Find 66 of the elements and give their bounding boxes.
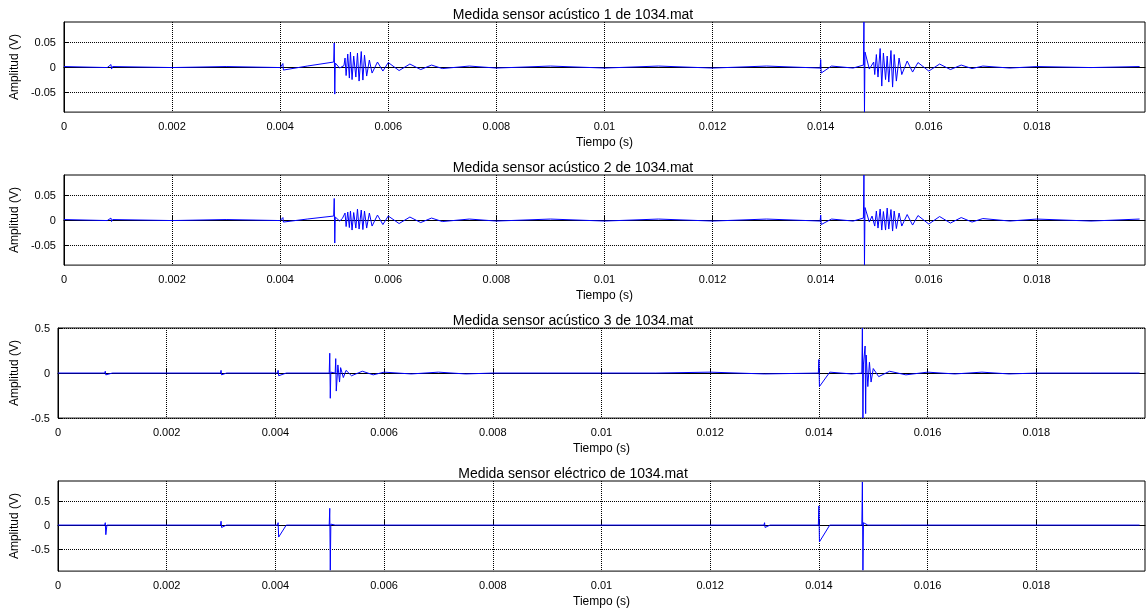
x-tick-label: 0.004 xyxy=(261,578,290,591)
x-tick-label: 0 xyxy=(60,119,68,132)
x-tick-label: 0.014 xyxy=(806,119,835,132)
x-tick-label: 0.018 xyxy=(1023,272,1051,285)
x-tick-label: 0.006 xyxy=(374,119,403,132)
x-tick-label: 0.002 xyxy=(152,578,181,591)
x-tick-label: 0.002 xyxy=(152,425,181,438)
x-tick-label: 0.014 xyxy=(806,272,835,285)
line-series xyxy=(63,174,1141,266)
x-tick-label: 0.01 xyxy=(593,119,616,132)
x-tick-label: 0.01 xyxy=(590,425,613,438)
x-tick-label: 0.002 xyxy=(158,119,186,132)
x-tick-label: 0.01 xyxy=(593,272,616,285)
x-tick-label: 0.01 xyxy=(590,578,613,591)
chart-title: Medida sensor acústico 3 de 1034.mat xyxy=(452,312,694,328)
y-tick-label: 0 xyxy=(49,61,56,74)
x-axis-title: Tiempo (s) xyxy=(576,135,633,149)
x-tick-label: 0.014 xyxy=(805,578,833,591)
x-axis-title: Tiempo (s) xyxy=(573,441,630,455)
y-tick-label: 0.5 xyxy=(34,495,50,508)
x-tick-label: 0.018 xyxy=(1022,578,1051,591)
x-tick-label: 0.012 xyxy=(698,272,727,285)
line-series xyxy=(63,21,1141,113)
y-axis-title: Amplitud (V) xyxy=(7,493,22,560)
y-tick-label: -0.05 xyxy=(30,86,56,99)
x-tick-label: 0.012 xyxy=(696,425,724,438)
x-tick-label: 0.008 xyxy=(482,272,511,285)
x-tick-label: 0.006 xyxy=(374,272,403,285)
x-tick-label: 0.004 xyxy=(261,425,290,438)
y-tick-label: -0.5 xyxy=(31,543,50,556)
x-tick-label: 0.004 xyxy=(266,119,294,132)
chart-title: Medida sensor acústico 1 de 1034.mat xyxy=(452,6,694,22)
y-tick-label: 0 xyxy=(49,214,56,227)
x-tick-label: 0.016 xyxy=(913,578,942,591)
y-tick-label: 0 xyxy=(43,519,50,532)
x-tick-label: 0.016 xyxy=(915,119,943,132)
line-series xyxy=(57,481,1141,571)
x-tick-label: 0.014 xyxy=(805,425,833,438)
x-tick-label: 0.018 xyxy=(1023,119,1051,132)
y-tick-label: -0.05 xyxy=(30,239,56,252)
y-axis-title: Amplitud (V) xyxy=(7,340,22,407)
x-tick-label: 0.008 xyxy=(479,578,507,591)
y-axis-title: Amplitud (V) xyxy=(7,187,21,254)
line-series xyxy=(57,327,1141,419)
y-tick-label: 0.05 xyxy=(34,189,56,202)
x-tick-label: 0.006 xyxy=(370,425,398,438)
y-tick-label: 0 xyxy=(43,367,50,380)
x-tick-label: 0.006 xyxy=(370,578,398,591)
x-tick-label: 0.012 xyxy=(698,119,727,132)
x-axis-title: Tiempo (s) xyxy=(576,288,633,302)
x-tick-label: 0.016 xyxy=(915,272,943,285)
x-tick-label: 0.002 xyxy=(158,272,186,285)
x-tick-label: 0 xyxy=(60,272,68,285)
x-tick-label: 0.018 xyxy=(1022,425,1051,438)
y-axis-title: Amplitud (V) xyxy=(7,34,21,101)
y-tick-label: -0.5 xyxy=(31,412,50,425)
chart-title: Medida sensor acústico 2 de 1034.mat xyxy=(452,159,694,175)
x-tick-label: 0.004 xyxy=(266,272,294,285)
x-tick-label: 0.008 xyxy=(482,119,511,132)
x-tick-label: 0.008 xyxy=(479,425,507,438)
y-tick-label: 0.5 xyxy=(34,322,50,334)
x-tick-label: 0.016 xyxy=(913,425,942,438)
x-axis-title: Tiempo (s) xyxy=(573,594,630,608)
x-tick-label: 0.012 xyxy=(696,578,724,591)
y-tick-label: 0.05 xyxy=(34,36,56,49)
chart-title: Medida sensor eléctrico de 1034.mat xyxy=(458,465,688,481)
